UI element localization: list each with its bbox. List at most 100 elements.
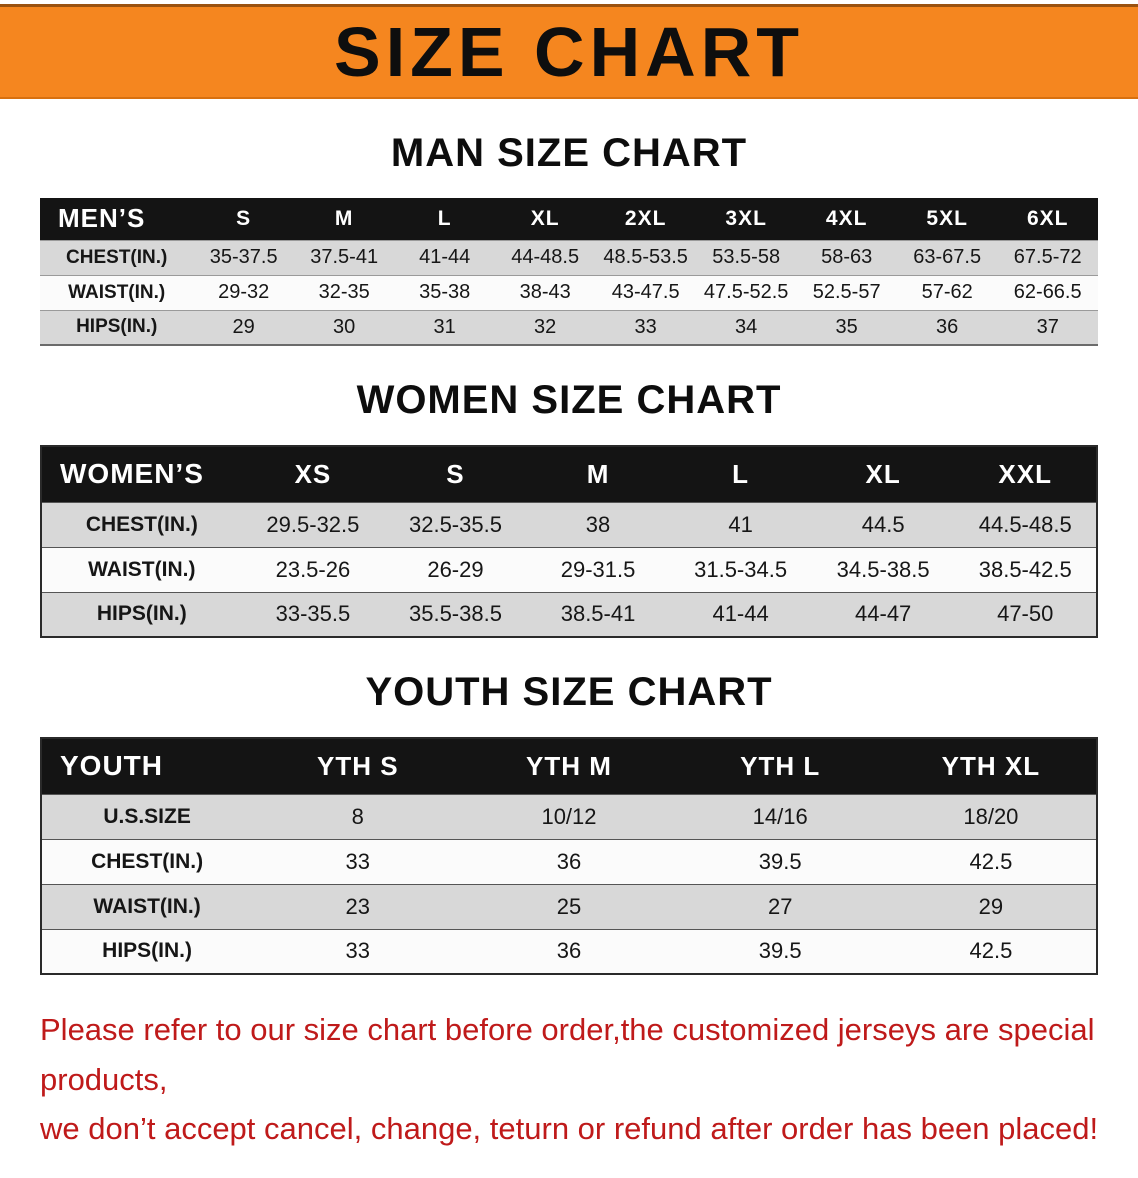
size-column-header: YTH S xyxy=(252,738,464,794)
size-value: 58-63 xyxy=(796,239,897,275)
size-chart-page: SIZE CHART MAN SIZE CHART MEN’S S M L XL… xyxy=(0,4,1138,1154)
size-value: 44-48.5 xyxy=(494,239,596,275)
size-value: 39.5 xyxy=(674,928,886,974)
size-value: 27 xyxy=(674,883,886,929)
size-value: 37 xyxy=(997,309,1098,345)
size-value: 36 xyxy=(463,838,675,884)
banner: SIZE CHART xyxy=(0,4,1138,99)
table-row: WAIST(IN.) 23 25 27 29 xyxy=(41,883,1097,929)
size-value: 29 xyxy=(193,309,294,345)
row-label: HIPS(IN.) xyxy=(41,928,253,974)
table-title: MEN’S xyxy=(40,198,194,240)
size-value: 44.5-48.5 xyxy=(954,501,1097,547)
size-column-header: YTH M xyxy=(463,738,675,794)
size-value: 38.5-41 xyxy=(526,591,670,637)
size-value: 53.5-58 xyxy=(695,239,797,275)
size-value: 38 xyxy=(526,501,670,547)
page-title: SIZE CHART xyxy=(334,13,804,91)
size-value: 14/16 xyxy=(674,793,886,839)
size-value: 33 xyxy=(252,928,464,974)
table-row: HIPS(IN.) 33-35.5 35.5-38.5 38.5-41 41-4… xyxy=(41,591,1097,637)
size-column-header: YTH XL xyxy=(885,738,1097,794)
men-section-heading: MAN SIZE CHART xyxy=(390,131,748,175)
size-value: 23.5-26 xyxy=(241,546,385,592)
size-value: 8 xyxy=(252,793,464,839)
women-header-row: WOMEN’S XS S M L XL XXL xyxy=(41,446,1097,502)
youth-header-row: YOUTH YTH S YTH M YTH L YTH XL xyxy=(41,738,1097,794)
size-value: 10/12 xyxy=(463,793,675,839)
size-column-header: L xyxy=(669,446,812,502)
size-value: 29.5-32.5 xyxy=(241,501,385,547)
size-value: 36 xyxy=(896,309,998,345)
size-value: 42.5 xyxy=(885,928,1097,974)
size-value: 34.5-38.5 xyxy=(811,546,955,592)
size-value: 29 xyxy=(885,883,1097,929)
table-row: CHEST(IN.) 33 36 39.5 42.5 xyxy=(41,838,1097,884)
size-column-header: XS xyxy=(241,446,385,502)
size-value: 41-44 xyxy=(669,591,812,637)
size-value: 31.5-34.5 xyxy=(669,546,812,592)
women-section-heading: WOMEN SIZE CHART xyxy=(356,378,782,422)
size-value: 44-47 xyxy=(811,591,955,637)
row-label: HIPS(IN.) xyxy=(40,309,194,345)
disclaimer-line-1: Please refer to our size chart before or… xyxy=(40,1012,1095,1097)
size-column-header: L xyxy=(394,198,495,240)
row-label: U.S.SIZE xyxy=(41,793,253,839)
size-column-header: XL xyxy=(494,198,596,240)
size-value: 30 xyxy=(293,309,395,345)
youth-section: YOUTH SIZE CHART YOUTH YTH S YTH M YTH L… xyxy=(0,670,1138,975)
size-value: 33 xyxy=(595,309,696,345)
table-row: HIPS(IN.) 29 30 31 32 33 34 35 36 37 xyxy=(40,309,1098,345)
size-value: 35-37.5 xyxy=(193,239,294,275)
size-column-header: 2XL xyxy=(595,198,696,240)
size-column-header: XL xyxy=(811,446,955,502)
size-value: 47.5-52.5 xyxy=(695,274,797,310)
size-value: 48.5-53.5 xyxy=(595,239,696,275)
size-value: 43-47.5 xyxy=(595,274,696,310)
table-row: U.S.SIZE 8 10/12 14/16 18/20 xyxy=(41,793,1097,839)
table-row: WAIST(IN.) 29-32 32-35 35-38 38-43 43-47… xyxy=(40,274,1098,310)
size-column-header: XXL xyxy=(954,446,1097,502)
size-value: 36 xyxy=(463,928,675,974)
table-title: YOUTH xyxy=(41,738,253,794)
size-value: 38.5-42.5 xyxy=(954,546,1097,592)
size-value: 39.5 xyxy=(674,838,886,884)
size-column-header: S xyxy=(193,198,294,240)
size-value: 35.5-38.5 xyxy=(384,591,527,637)
size-value: 37.5-41 xyxy=(293,239,395,275)
size-column-header: M xyxy=(293,198,395,240)
disclaimer-line-2: we don’t accept cancel, change, teturn o… xyxy=(40,1111,1099,1147)
size-value: 35 xyxy=(796,309,897,345)
size-value: 18/20 xyxy=(885,793,1097,839)
size-value: 32 xyxy=(494,309,596,345)
size-value: 31 xyxy=(394,309,495,345)
row-label: WAIST(IN.) xyxy=(40,274,194,310)
size-column-header: S xyxy=(384,446,527,502)
women-size-table: WOMEN’S XS S M L XL XXL CHEST(IN.) 29.5-… xyxy=(40,445,1098,638)
size-value: 41 xyxy=(669,501,812,547)
size-value: 63-67.5 xyxy=(896,239,998,275)
disclaimer: Please refer to our size chart before or… xyxy=(40,1005,1108,1154)
table-row: CHEST(IN.) 35-37.5 37.5-41 41-44 44-48.5… xyxy=(40,239,1098,275)
size-value: 38-43 xyxy=(494,274,596,310)
row-label: CHEST(IN.) xyxy=(41,838,253,884)
youth-section-heading: YOUTH SIZE CHART xyxy=(365,670,773,714)
men-section: MAN SIZE CHART MEN’S S M L XL 2XL 3XL 4X… xyxy=(0,131,1138,346)
table-title: WOMEN’S xyxy=(41,446,242,502)
size-value: 67.5-72 xyxy=(997,239,1098,275)
row-label: CHEST(IN.) xyxy=(40,239,194,275)
row-label: HIPS(IN.) xyxy=(41,591,242,637)
size-value: 62-66.5 xyxy=(997,274,1098,310)
size-value: 32-35 xyxy=(293,274,395,310)
men-size-table: MEN’S S M L XL 2XL 3XL 4XL 5XL 6XL CHEST… xyxy=(40,198,1098,346)
men-header-row: MEN’S S M L XL 2XL 3XL 4XL 5XL 6XL xyxy=(40,198,1098,240)
size-value: 29-31.5 xyxy=(526,546,670,592)
size-value: 42.5 xyxy=(885,838,1097,884)
size-value: 57-62 xyxy=(896,274,998,310)
size-value: 29-32 xyxy=(193,274,294,310)
row-label: WAIST(IN.) xyxy=(41,883,253,929)
size-value: 26-29 xyxy=(384,546,527,592)
size-value: 44.5 xyxy=(811,501,955,547)
size-column-header: 6XL xyxy=(997,198,1098,240)
size-value: 23 xyxy=(252,883,464,929)
